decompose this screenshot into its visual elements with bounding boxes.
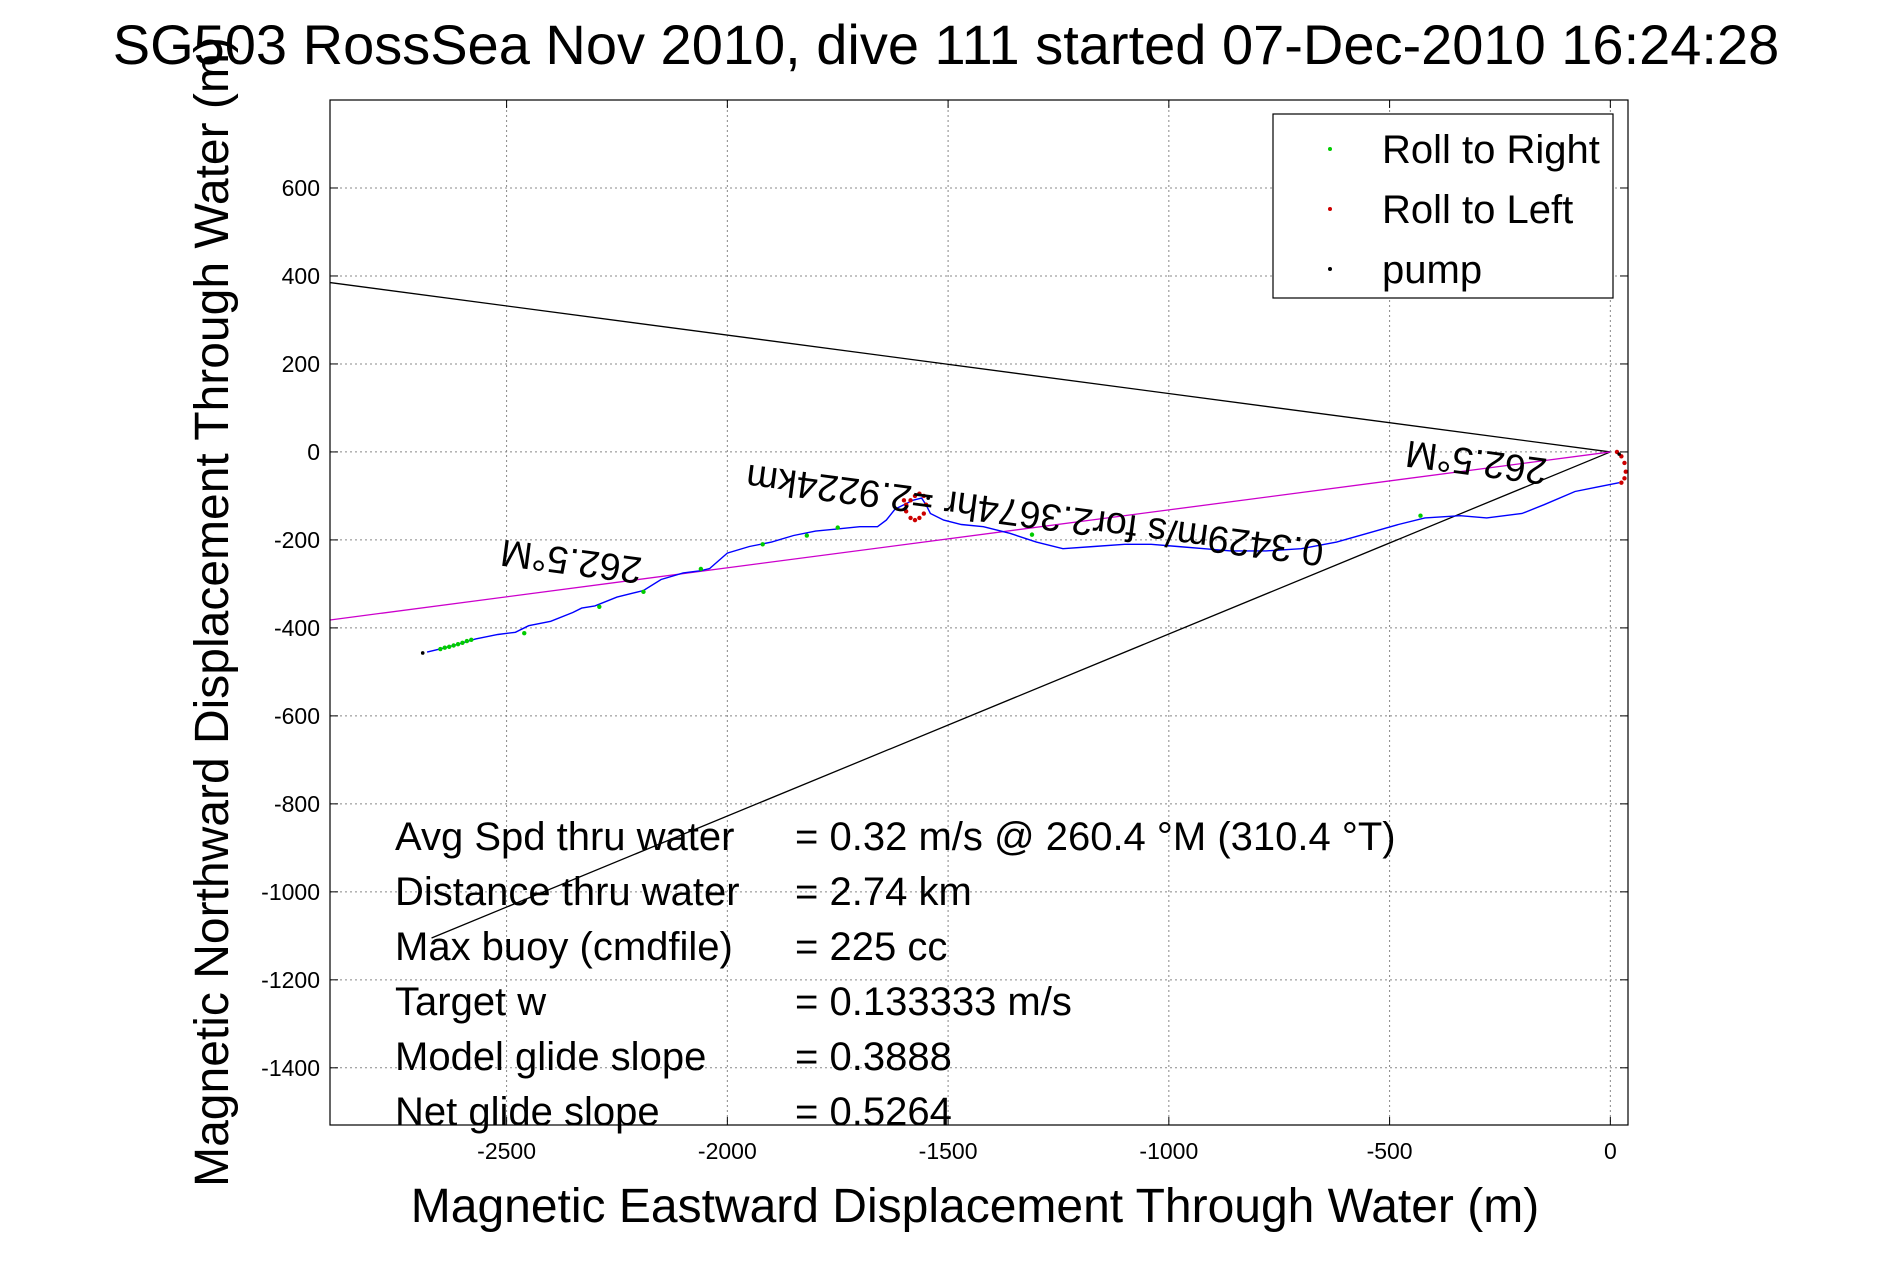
legend-marker bbox=[1328, 147, 1332, 151]
stat-value: = 0.3888 bbox=[795, 1035, 952, 1079]
y-tick-label: -1400 bbox=[261, 1055, 320, 1081]
stat-value: = 0.5264 bbox=[795, 1090, 952, 1134]
roll-left-point bbox=[923, 502, 929, 507]
y-tick-label: -1000 bbox=[261, 879, 320, 905]
legend: Roll to Right Roll to Left pump bbox=[1272, 113, 1614, 299]
roll-right-point bbox=[597, 604, 602, 609]
legend-label: Roll to Left bbox=[1382, 188, 1573, 232]
roll-left-point bbox=[908, 515, 913, 521]
roll-right-point bbox=[460, 640, 465, 646]
stat-label: Target w bbox=[395, 980, 546, 1024]
legend-label: pump bbox=[1382, 248, 1482, 292]
roll-right-point bbox=[469, 637, 474, 642]
stat-label: Net glide slope bbox=[395, 1090, 660, 1134]
chart-title: SG503 RossSea Nov 2010, dive 111 started… bbox=[113, 13, 1780, 76]
stat-value: = 225 cc bbox=[795, 925, 947, 969]
roll-left-point bbox=[1623, 469, 1628, 474]
pump-point bbox=[926, 496, 931, 500]
reference-line bbox=[431, 451, 1611, 939]
roll-left-point bbox=[1622, 476, 1627, 481]
x-tick-label: -500 bbox=[1367, 1138, 1413, 1164]
roll-right-point bbox=[1418, 513, 1423, 518]
legend-marker bbox=[1328, 207, 1332, 211]
x-tick-label: -1000 bbox=[1139, 1138, 1198, 1164]
x-tick-label: -2000 bbox=[698, 1138, 757, 1164]
stat-label: Model glide slope bbox=[395, 1035, 706, 1079]
y-tick-label: -800 bbox=[274, 791, 320, 817]
reference-line bbox=[329, 451, 1611, 621]
reference-line bbox=[329, 281, 1611, 453]
roll-right-point bbox=[804, 533, 810, 538]
roll-left-point bbox=[1619, 480, 1624, 485]
roll-right-point bbox=[455, 641, 461, 647]
x-tick-label: -1500 bbox=[919, 1138, 978, 1164]
stat-value: = 2.74 km bbox=[795, 870, 972, 914]
y-axis-label: Magnetic Northward Displacement Through … bbox=[186, 37, 239, 1187]
x-tick-label: 0 bbox=[1604, 1138, 1617, 1164]
roll-left-point bbox=[917, 515, 922, 521]
roll-right-point bbox=[760, 542, 765, 547]
roll-left-point bbox=[908, 498, 913, 503]
roll-left-point bbox=[901, 498, 907, 503]
legend-marker bbox=[1328, 267, 1332, 271]
roll-left-point bbox=[903, 509, 909, 514]
roll-points bbox=[420, 449, 1628, 655]
legend-label: Roll to Right bbox=[1382, 128, 1600, 172]
stats-block: Avg Spd thru water = 0.32 m/s @ 260.4 °M … bbox=[395, 815, 1396, 1134]
pump-point bbox=[1617, 452, 1621, 456]
y-tick-label: 200 bbox=[282, 351, 320, 377]
y-tick-label: 0 bbox=[307, 439, 320, 465]
roll-right-point bbox=[447, 644, 452, 650]
stat-value: = 0.133333 m/s bbox=[795, 980, 1072, 1024]
roll-right-point bbox=[835, 525, 840, 530]
roll-right-point bbox=[451, 643, 456, 648]
roll-left-point bbox=[912, 493, 918, 499]
y-tick-label: -600 bbox=[274, 703, 320, 729]
y-tick-label: 600 bbox=[282, 175, 320, 201]
stat-label: Max buoy (cmdfile) bbox=[395, 925, 733, 969]
reference-lines bbox=[329, 281, 1611, 939]
roll-left-point bbox=[921, 511, 927, 516]
track-line bbox=[426, 482, 1620, 653]
roll-right-point bbox=[641, 589, 646, 595]
y-tick-label: -1200 bbox=[261, 967, 320, 993]
roll-left-point bbox=[917, 491, 922, 496]
roll-right-point bbox=[438, 646, 443, 652]
plot-frame bbox=[329, 99, 1629, 1126]
roll-left-point bbox=[921, 493, 927, 499]
x-axis-label: Magnetic Eastward Displacement Through W… bbox=[411, 1180, 1539, 1233]
y-tick-label: -400 bbox=[274, 615, 320, 641]
roll-right-point bbox=[522, 630, 527, 636]
x-tick-label: -2500 bbox=[477, 1138, 536, 1164]
roll-right-point bbox=[464, 638, 470, 644]
stat-label: Avg Spd thru water bbox=[395, 815, 734, 859]
axis-ticks: -2500 -2000 -1500 -1000 -500 0 600 400 200 0 -200 -… bbox=[261, 100, 1628, 1164]
roll-right-point bbox=[698, 566, 704, 572]
roll-left-point bbox=[903, 502, 909, 507]
roll-right-point bbox=[1029, 532, 1035, 537]
y-tick-label: -200 bbox=[274, 527, 320, 553]
roll-left-point bbox=[1622, 460, 1627, 466]
stat-label: Distance thru water bbox=[395, 870, 740, 914]
y-tick-label: 400 bbox=[282, 263, 320, 289]
pump-point bbox=[420, 651, 425, 655]
glider-track bbox=[426, 482, 1620, 653]
roll-left-point bbox=[912, 517, 918, 523]
roll-right-point bbox=[442, 645, 447, 650]
stat-value: = 0.32 m/s @ 260.4 °M (310.4 °T) bbox=[795, 815, 1396, 859]
